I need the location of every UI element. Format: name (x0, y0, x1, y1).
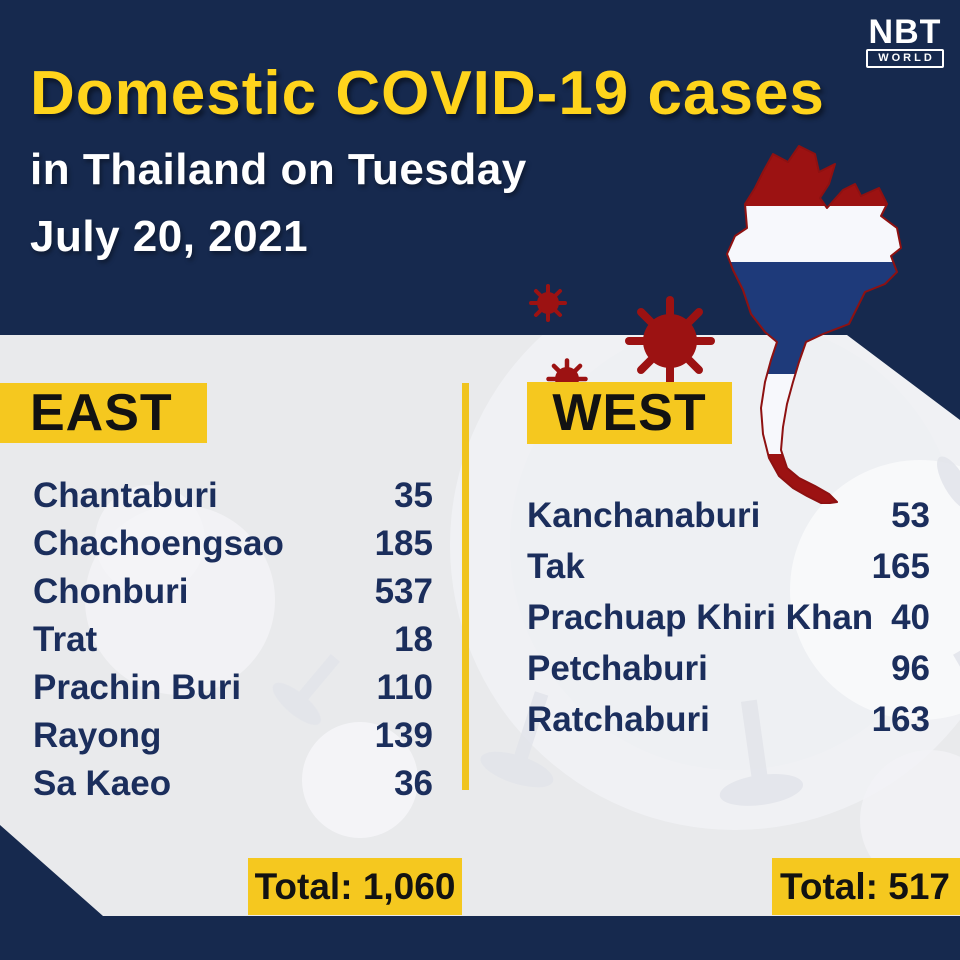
table-row: Petchaburi 96 (527, 643, 930, 694)
logo-text-nbt: NBT (868, 13, 942, 51)
table-row: Chantaburi 35 (33, 472, 433, 520)
province-name: Prachuap Khiri Khan (527, 597, 874, 637)
section-header-east: EAST (0, 383, 207, 443)
table-row: Trat 18 (33, 616, 433, 664)
page-title: Domestic COVID-19 cases (30, 59, 825, 128)
table-row: Ratchaburi 163 (527, 694, 930, 745)
logo-text-world: WORLD (866, 49, 944, 68)
table-row: Prachin Buri 110 (33, 664, 433, 712)
table-row: Tak 165 (527, 541, 930, 592)
west-total-badge: Total: 517 (772, 858, 960, 915)
province-name: Chonburi (33, 572, 189, 611)
case-count: 40 (891, 597, 930, 637)
case-count: 163 (871, 699, 930, 739)
table-row: Sa Kaeo 36 (33, 760, 433, 808)
province-name: Tak (527, 546, 585, 586)
province-name: Rayong (33, 716, 162, 755)
east-total-badge: Total: 1,060 (248, 858, 462, 915)
nbt-world-logo: NBT WORLD (866, 13, 944, 68)
province-name: Trat (33, 620, 98, 659)
subtitle-line2: July 20, 2021 (30, 212, 309, 261)
table-row: Prachuap Khiri Khan 40 (527, 592, 930, 643)
province-name: Petchaburi (527, 648, 708, 688)
province-name: Prachin Buri (33, 668, 242, 707)
province-name: Sa Kaeo (33, 764, 172, 803)
column-divider (462, 383, 469, 790)
case-count: 139 (374, 716, 433, 755)
east-table: Chantaburi 35 Chachoengsao 185 Chonburi … (33, 472, 433, 808)
province-name: Chantaburi (33, 476, 218, 515)
case-count: 165 (871, 546, 930, 586)
province-name: Chachoengsao (33, 524, 284, 563)
table-row: Rayong 139 (33, 712, 433, 760)
case-count: 185 (374, 524, 433, 563)
table-row: Kanchanaburi 53 (527, 490, 930, 541)
case-count: 110 (376, 668, 433, 707)
section-header-west: WEST (527, 382, 732, 444)
table-row: Chachoengsao 185 (33, 520, 433, 568)
west-table: Kanchanaburi 53 Tak 165 Prachuap Khiri K… (527, 490, 930, 745)
case-count: 36 (394, 764, 433, 803)
case-count: 537 (374, 572, 433, 611)
subtitle-line1: in Thailand on Tuesday (30, 145, 527, 194)
province-name: Ratchaburi (527, 699, 710, 739)
table-row: Chonburi 537 (33, 568, 433, 616)
case-count: 35 (394, 476, 433, 515)
case-count: 18 (394, 620, 433, 659)
province-name: Kanchanaburi (527, 495, 761, 535)
case-count: 53 (891, 495, 930, 535)
case-count: 96 (891, 648, 930, 688)
